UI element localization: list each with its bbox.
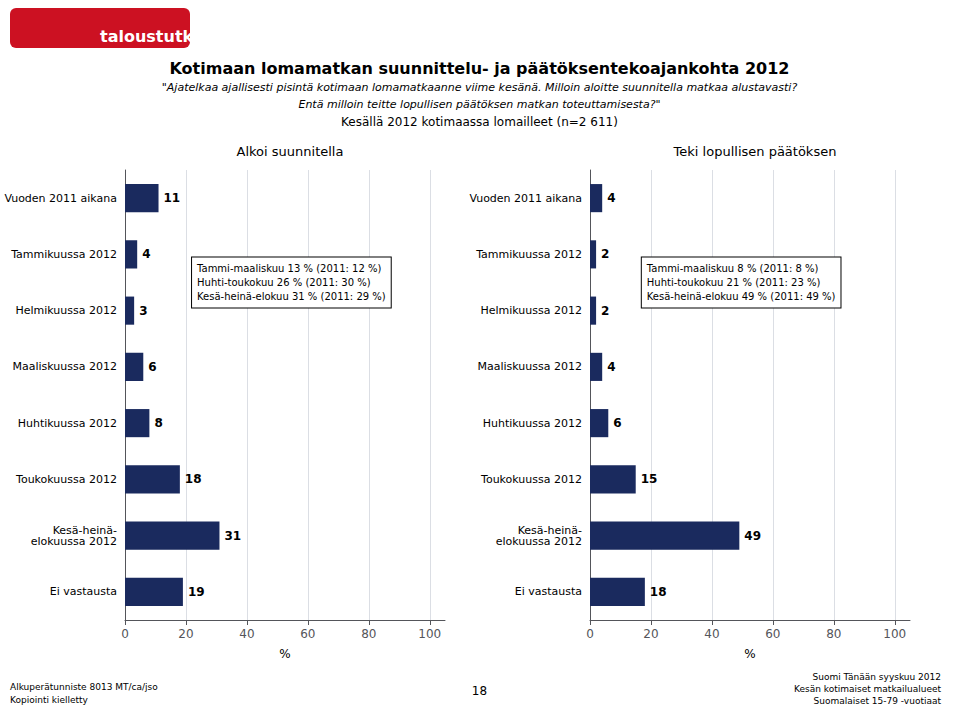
svg-text:Kopiointi kielletty: Kopiointi kielletty: [10, 695, 89, 705]
svg-text:2: 2: [601, 304, 609, 318]
svg-text:8: 8: [154, 416, 162, 430]
svg-text:Helmikuussa 2012: Helmikuussa 2012: [480, 304, 582, 317]
svg-text:Toukokuussa 2012: Toukokuussa 2012: [480, 473, 582, 486]
svg-text:6: 6: [148, 360, 156, 374]
svg-text:80: 80: [826, 627, 841, 641]
svg-text:Vuoden 2011 aikana: Vuoden 2011 aikana: [469, 192, 582, 205]
svg-text:Tammi-maaliskuu 13 % (2011: 12: Tammi-maaliskuu 13 % (2011: 12 %): [196, 263, 381, 274]
svg-text:elokuussa 2012: elokuussa 2012: [496, 535, 582, 548]
svg-text:Huhtikuussa 2012: Huhtikuussa 2012: [483, 417, 582, 430]
svg-text:Kesä-heinä-elokuu 49 % (2011:: Kesä-heinä-elokuu 49 % (2011: 49 %): [647, 291, 836, 302]
svg-text:Kesä-heinä-: Kesä-heinä-: [517, 523, 582, 537]
svg-text:31: 31: [224, 529, 241, 543]
svg-text:2: 2: [601, 247, 609, 261]
svg-text:Kesä-heinä-elokuu 31 % (2011:: Kesä-heinä-elokuu 31 % (2011: 29 %): [197, 291, 386, 302]
svg-text:taloustutkimus oy: taloustutkimus oy: [100, 27, 264, 46]
svg-text:49: 49: [744, 529, 761, 543]
svg-text:Kesän kotimaiset matkailualuee: Kesän kotimaiset matkailualueet: [794, 684, 941, 694]
svg-text:Alkuperätunniste 8013 MT/ca/js: Alkuperätunniste 8013 MT/ca/jso: [10, 682, 158, 692]
svg-text:4: 4: [607, 360, 615, 374]
svg-text:elokuussa 2012: elokuussa 2012: [31, 535, 117, 548]
svg-text:Suomi Tänään syyskuu 2012: Suomi Tänään syyskuu 2012: [813, 672, 941, 682]
svg-text:18: 18: [185, 472, 202, 486]
svg-text:20: 20: [643, 627, 658, 641]
svg-text:100: 100: [418, 627, 441, 641]
svg-text:4: 4: [142, 247, 150, 261]
svg-text:Maaliskuussa 2012: Maaliskuussa 2012: [13, 360, 117, 373]
svg-text:Entä milloin teitte lopullisen: Entä milloin teitte lopullisen päätöksen…: [298, 98, 660, 111]
svg-text:Kesällä 2012 kotimaassa lomail: Kesällä 2012 kotimaassa lomailleet (n=2 …: [341, 115, 618, 129]
svg-text:80: 80: [361, 627, 376, 641]
svg-text:40: 40: [704, 627, 719, 641]
svg-text:18: 18: [472, 684, 487, 698]
svg-text:Maaliskuussa 2012: Maaliskuussa 2012: [478, 360, 582, 373]
svg-text:11: 11: [164, 191, 181, 205]
svg-text:Huhti-toukokuu 21 % (2011: 23: Huhti-toukokuu 21 % (2011: 23 %): [647, 277, 821, 288]
svg-text:Vuoden 2011 aikana: Vuoden 2011 aikana: [4, 192, 117, 205]
svg-text:Helmikuussa 2012: Helmikuussa 2012: [15, 304, 117, 317]
svg-text:60: 60: [300, 627, 315, 641]
svg-text:15: 15: [641, 472, 658, 486]
svg-text:Huhtikuussa 2012: Huhtikuussa 2012: [18, 417, 117, 430]
svg-text:Toukokuussa 2012: Toukokuussa 2012: [15, 473, 117, 486]
svg-text:Alkoi suunnitella: Alkoi suunnitella: [237, 144, 344, 159]
svg-text:0: 0: [586, 627, 594, 641]
svg-text:Ei vastausta: Ei vastausta: [515, 585, 582, 598]
svg-text:Suomalaiset 15-79 -vuotiaat: Suomalaiset 15-79 -vuotiaat: [814, 696, 942, 706]
svg-text:40: 40: [239, 627, 254, 641]
svg-text:19: 19: [188, 585, 205, 599]
svg-text:4: 4: [607, 191, 615, 205]
svg-text:Tammikuussa 2012: Tammikuussa 2012: [10, 248, 117, 261]
svg-text:%: %: [744, 647, 755, 661]
svg-text:Kesä-heinä-: Kesä-heinä-: [52, 523, 117, 537]
svg-text:"Ajatelkaa ajallisesti pisintä: "Ajatelkaa ajallisesti pisintä kotimaan …: [162, 81, 798, 94]
svg-text:Huhti-toukokuu 26 % (2011: 30: Huhti-toukokuu 26 % (2011: 30 %): [197, 277, 371, 288]
svg-text:18: 18: [650, 585, 667, 599]
svg-text:Kotimaan lomamatkan suunnittel: Kotimaan lomamatkan suunnittelu- ja päät…: [170, 59, 790, 78]
svg-text:Tammikuussa 2012: Tammikuussa 2012: [475, 248, 582, 261]
svg-text:3: 3: [139, 304, 147, 318]
svg-text:Tammi-maaliskuu 8 % (2011: 8 %: Tammi-maaliskuu 8 % (2011: 8 %): [646, 263, 819, 274]
svg-text:100: 100: [883, 627, 906, 641]
svg-text:Teki lopullisen päätöksen: Teki lopullisen päätöksen: [673, 144, 837, 159]
svg-text:6: 6: [613, 416, 621, 430]
svg-text:Ei vastausta: Ei vastausta: [50, 585, 117, 598]
svg-text:%: %: [279, 647, 290, 661]
svg-text:20: 20: [178, 627, 193, 641]
svg-text:60: 60: [765, 627, 780, 641]
svg-text:0: 0: [121, 627, 129, 641]
